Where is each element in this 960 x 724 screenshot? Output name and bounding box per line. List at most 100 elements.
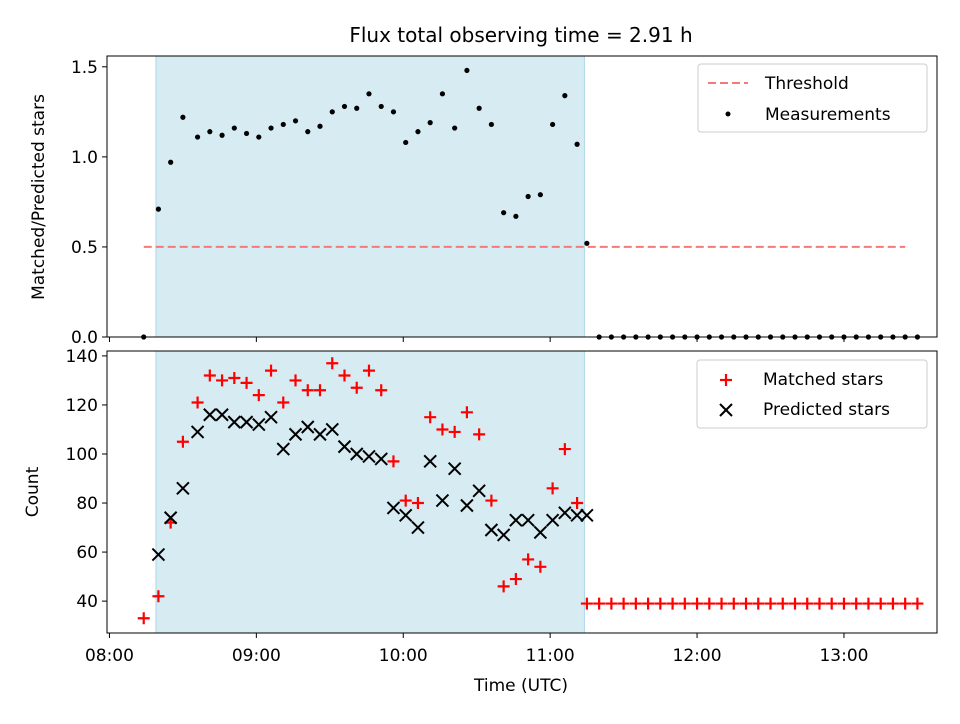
bottom-shaded-interval (155, 350, 585, 634)
measurement-point (231, 125, 237, 131)
predicted-star-point (545, 513, 560, 527)
matched-star-point (191, 396, 204, 409)
measurement-point (168, 159, 174, 165)
legend-predicted-swatch (719, 403, 733, 417)
y-tick-label: 120 (66, 396, 98, 416)
predicted-star-point (435, 493, 450, 508)
top-x-ticks (108, 337, 845, 342)
matched-star-point (801, 597, 814, 610)
matched-star-point (485, 494, 498, 507)
predicted-star-point (350, 447, 364, 461)
legend-matched-swatch (720, 374, 732, 386)
predicted-star-point (325, 422, 339, 437)
bottom-legend: Matched stars Predicted stars (696, 359, 928, 429)
predicted-stars-series (151, 408, 594, 562)
chart-title: Flux total observing time = 2.91 h (349, 23, 692, 47)
top-panel: 0.0 0.5 1.0 1.5 Matched/Predicted stars Thr… (29, 55, 938, 348)
measurement-point (155, 206, 162, 212)
matched-star-point (617, 597, 630, 610)
top-legend-box (697, 63, 928, 133)
predicted-star-point (264, 410, 278, 424)
matched-star-point (788, 597, 801, 610)
matched-star-point (411, 497, 424, 510)
matched-star-point (399, 494, 412, 507)
matched-star-point (176, 435, 189, 448)
matched-star-point (314, 384, 327, 397)
y-tick-label: 80 (76, 494, 98, 514)
matched-star-point (473, 428, 486, 441)
predicted-star-point (472, 484, 486, 498)
matched-star-point (666, 597, 679, 610)
y-tick-label: 1.5 (71, 58, 98, 78)
predicted-star-point (398, 508, 413, 523)
predicted-star-point (313, 427, 327, 442)
matched-star-point (837, 597, 850, 610)
measurement-point (464, 67, 470, 74)
measurement-point (427, 120, 433, 126)
predicted-star-point (570, 508, 584, 523)
measurement-point (280, 121, 286, 128)
matched-star-point (642, 597, 655, 610)
predicted-star-point (521, 513, 535, 527)
measurement-point (501, 210, 507, 216)
matched-star-point (715, 597, 728, 610)
matched-star-point (593, 597, 606, 610)
predicted-star-point (423, 454, 437, 469)
predicted-star-point (252, 417, 266, 432)
measurement-point (378, 103, 384, 110)
bottom-axes-frame (106, 350, 938, 634)
top-shaded-interval (155, 55, 585, 338)
predicted-star-point (276, 442, 290, 456)
predicted-star-point (460, 498, 474, 513)
measurements-series (141, 67, 921, 340)
predicted-star-point (151, 547, 166, 562)
top-y-axis-label: Matched/Predicted stars (29, 94, 49, 300)
matched-star-point (740, 597, 753, 610)
predicted-star-point (176, 481, 190, 496)
matched-star-point (326, 357, 339, 370)
matched-star-point (580, 597, 593, 610)
matched-star-point (240, 376, 253, 389)
matched-star-point (764, 597, 777, 610)
measurement-point (354, 105, 360, 111)
matched-star-point (265, 364, 278, 377)
predicted-star-point (386, 501, 401, 515)
legend-threshold-label: Threshold (764, 74, 849, 94)
matched-star-point (216, 374, 229, 387)
matched-star-point (436, 423, 449, 436)
predicted-star-point (239, 415, 254, 429)
measurement-point (550, 121, 556, 128)
matched-star-point (301, 384, 314, 397)
x-tick-label: 08:00 (85, 646, 134, 666)
measurement-point (207, 129, 213, 135)
matched-star-point (350, 381, 363, 394)
matched-star-point (522, 553, 535, 566)
matched-star-point (629, 597, 642, 610)
x-tick-label: 11:00 (526, 646, 575, 666)
predicted-star-point (288, 427, 303, 442)
predicted-star-point (558, 506, 572, 520)
top-y-axis: 0.0 0.5 1.0 1.5 (71, 58, 107, 348)
matched-star-point (448, 425, 461, 438)
matched-star-point (362, 364, 375, 377)
x-tick-label: 10:00 (379, 646, 428, 666)
measurement-point (452, 125, 458, 131)
measurement-point (415, 129, 421, 135)
matched-star-point (534, 560, 547, 573)
x-tick-label: 13:00 (819, 646, 868, 666)
predicted-star-point (190, 425, 205, 439)
x-tick-label: 12:00 (673, 646, 722, 666)
measurement-point (243, 130, 250, 137)
y-tick-label: 1.0 (71, 148, 98, 168)
matched-star-point (289, 374, 302, 387)
measurement-point (403, 139, 409, 146)
matched-star-point (497, 580, 510, 593)
matched-star-point (252, 389, 265, 402)
measurement-point (525, 193, 531, 200)
predicted-star-point (301, 420, 315, 434)
matched-star-point (338, 369, 351, 382)
matched-star-point (654, 597, 667, 610)
matched-star-point (460, 406, 473, 419)
matched-star-point (203, 369, 216, 382)
matched-star-point (546, 482, 559, 495)
